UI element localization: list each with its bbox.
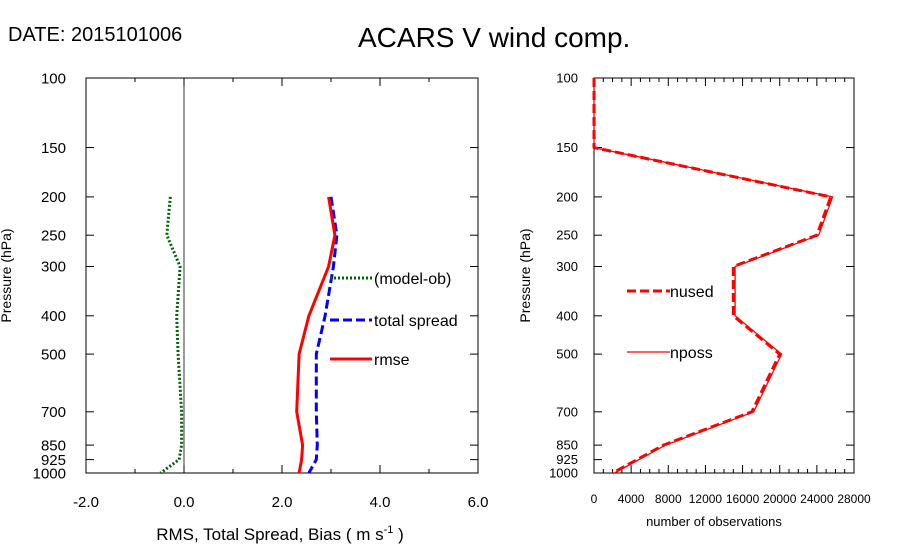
right-y-tick-label: 150 xyxy=(556,140,578,155)
right-y-tick-label: 300 xyxy=(556,259,578,274)
series-line-nused xyxy=(592,78,833,475)
left-y-tick-label: 500 xyxy=(41,346,66,363)
left-x-tick-label: 0.0 xyxy=(174,494,195,511)
right-y-tick-label: 500 xyxy=(556,347,578,362)
right-y-tick-label: 100 xyxy=(556,71,578,86)
left-y-tick-label: 300 xyxy=(41,259,66,276)
right-legend-label-1: nposs xyxy=(670,345,713,362)
right-y-tick-label: 700 xyxy=(556,404,578,419)
left-y-tick-label: 250 xyxy=(41,227,66,244)
left-x-tick-label: 2.0 xyxy=(272,494,293,511)
series-line-total-spread xyxy=(307,196,339,474)
left-y-tick-label: 700 xyxy=(41,404,66,421)
right-x-tick-label: 24000 xyxy=(800,492,834,506)
date-label: DATE: 2015101006 xyxy=(8,24,183,46)
legend-label-2: rmse xyxy=(374,352,410,369)
right-x-tick-label: 4000 xyxy=(618,492,645,506)
right-y-axis-label: Pressure (hPa) xyxy=(517,228,533,322)
right-y-tick-label: 400 xyxy=(556,308,578,323)
right-y-tick-label: 1000 xyxy=(549,466,578,481)
right-x-axis-label: number of observations xyxy=(646,514,782,529)
right-x-tick-label: 0 xyxy=(591,492,598,506)
right-legend-label-0: nused xyxy=(670,284,714,301)
left-y-tick-label: 400 xyxy=(41,308,66,325)
right-y-tick-label: 925 xyxy=(556,452,578,467)
series-line-rmse xyxy=(295,196,337,474)
chart-title: ACARS V wind comp. xyxy=(358,22,631,53)
right-x-tick-label: 28000 xyxy=(837,492,871,506)
left-x-tick-label: -2.0 xyxy=(73,494,99,511)
right-x-tick-label: 16000 xyxy=(726,492,760,506)
left-y-tick-label: 200 xyxy=(41,189,66,206)
left-x-tick-label: 4.0 xyxy=(370,494,391,511)
legend-label-0: (model-ob) xyxy=(374,271,451,288)
left-y-tick-label: 1000 xyxy=(33,465,66,482)
right-x-tick-label: 20000 xyxy=(763,492,797,506)
left-x-tick-label: 6.0 xyxy=(468,494,489,511)
series-line-model-ob xyxy=(159,196,184,475)
left-x-axis-label: RMS, Total Spread, Bias ( m s-1 ) xyxy=(156,524,404,544)
left-y-tick-label: 100 xyxy=(41,70,66,87)
right-y-tick-label: 250 xyxy=(556,228,578,243)
legend-label-1: total spread xyxy=(374,313,458,330)
left-y-tick-label: 850 xyxy=(41,437,66,454)
series-line-nposs xyxy=(593,78,834,474)
left-y-axis-label: Pressure (hPa) xyxy=(0,228,14,322)
left-y-tick-label: 150 xyxy=(41,140,66,157)
right-x-tick-label: 8000 xyxy=(655,492,682,506)
right-y-tick-label: 200 xyxy=(556,189,578,204)
right-plot-frame xyxy=(593,77,855,474)
right-y-tick-label: 850 xyxy=(556,438,578,453)
right-x-tick-label: 12000 xyxy=(689,492,723,506)
left-y-tick-label: 925 xyxy=(41,452,66,469)
